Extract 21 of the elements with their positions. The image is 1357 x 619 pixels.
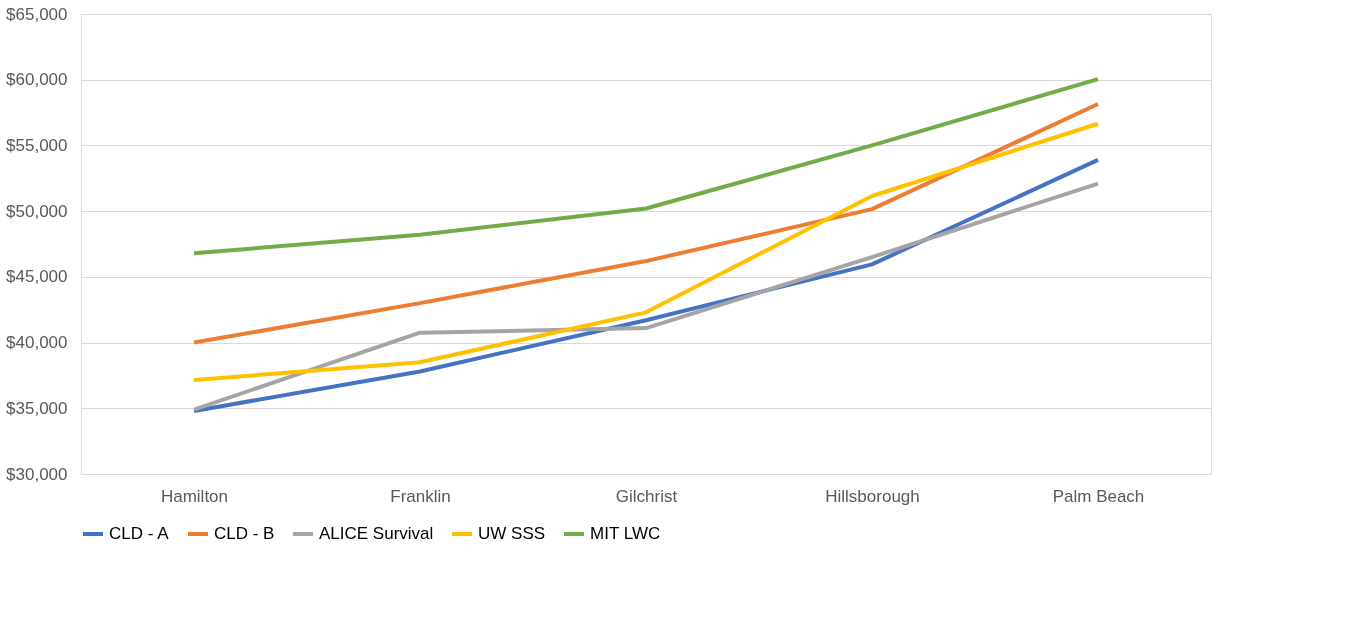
y-tick-label: $65,000 xyxy=(6,4,68,24)
y-tick-label: $35,000 xyxy=(6,398,68,418)
y-tick-label: $60,000 xyxy=(6,70,68,90)
legend-label: CLD - B xyxy=(214,524,275,543)
legend-label: MIT LWC xyxy=(590,524,661,543)
x-tick-label: Franklin xyxy=(390,486,451,506)
legend-label: UW SSS xyxy=(478,524,546,543)
y-tick-label: $55,000 xyxy=(6,135,68,155)
x-tick-label: Palm Beach xyxy=(1052,486,1145,506)
x-tick-label: Gilchrist xyxy=(615,486,678,506)
line-series xyxy=(192,77,1100,256)
legend-label: CLD - A xyxy=(109,524,170,543)
line-series xyxy=(192,121,1100,383)
y-tick-label: $50,000 xyxy=(6,201,68,221)
x-tick-label: Hillsborough xyxy=(825,486,920,506)
x-tick-label: Hamilton xyxy=(160,486,229,506)
y-tick-label: $30,000 xyxy=(6,464,68,484)
y-tick-label: $40,000 xyxy=(6,333,68,353)
line-series xyxy=(192,102,1100,345)
legend-label: ALICE Survival xyxy=(319,524,434,543)
y-tick-label: $45,000 xyxy=(6,267,68,287)
